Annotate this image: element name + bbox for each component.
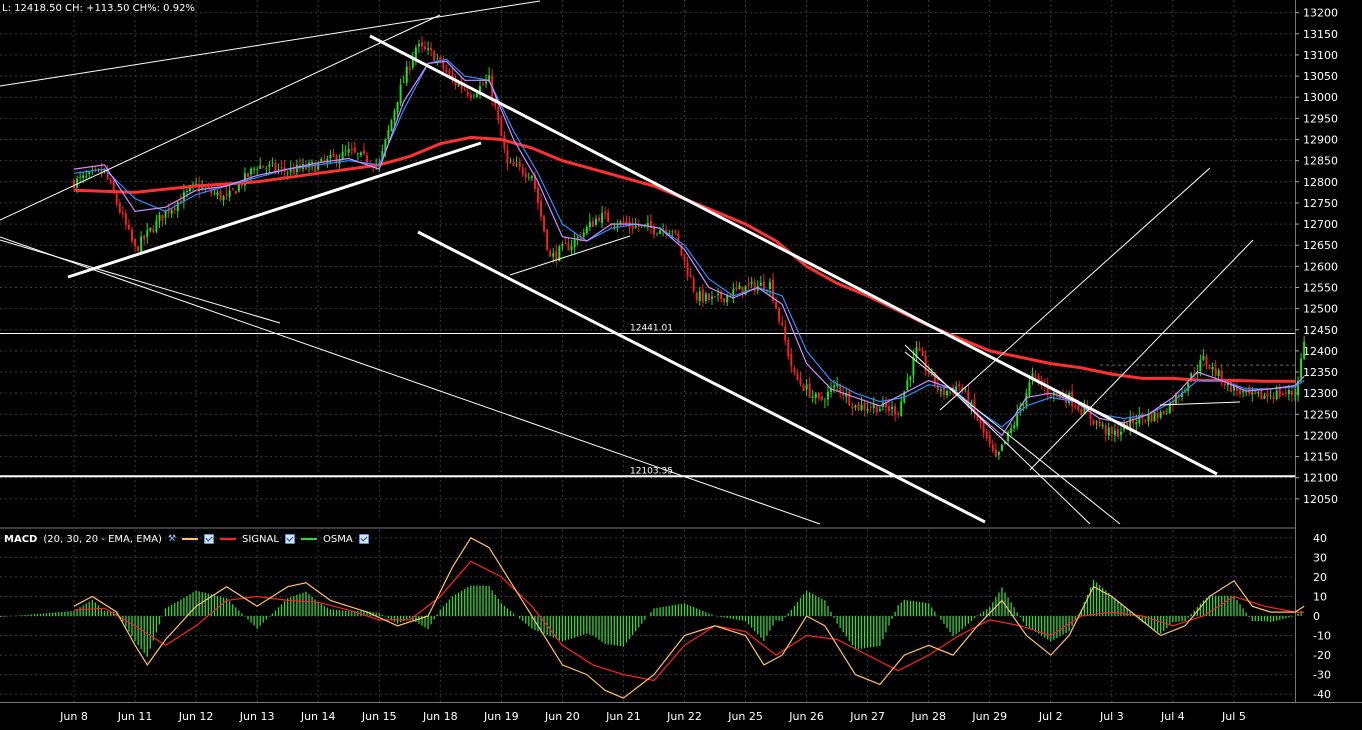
time-tick-label: Jun 29 (971, 710, 1007, 723)
trendline (904, 351, 1121, 525)
price-tick-label: 12800 (1303, 176, 1338, 189)
price-tick-label: 12350 (1303, 366, 1338, 379)
price-tick-label: 13000 (1303, 91, 1338, 104)
trendline (509, 235, 631, 276)
trendline (67, 141, 482, 279)
macd-tick-label: -40 (1313, 688, 1331, 701)
price-tick-label: 12200 (1303, 429, 1338, 442)
horizontal-level-label: 12441.01 (630, 324, 673, 334)
macd-tick-label: 10 (1313, 590, 1327, 603)
time-tick-label: Jun 22 (666, 710, 702, 723)
signal-label: SIGNAL (242, 533, 279, 545)
price-tick-label: 13050 (1303, 70, 1338, 83)
price-tick-label: 12100 (1303, 472, 1338, 485)
macd-line (73, 537, 1305, 699)
trendline (939, 167, 1211, 411)
trendline (1159, 401, 1241, 406)
price-tick-label: 12150 (1303, 451, 1338, 464)
macd-indicator-name[interactable]: MACD (4, 533, 38, 545)
time-tick-label: Jun 18 (422, 710, 458, 723)
time-tick-label: Jul 5 (1221, 710, 1246, 723)
price-tick-label: 12650 (1303, 239, 1338, 252)
ohlc-readout: L: 12418.50 CH: +113.50 CH%: 0.92% (2, 3, 195, 14)
trendline (0, 236, 821, 525)
macd-tick-label: 40 (1313, 532, 1327, 545)
time-tick-label: Jun 25 (727, 710, 763, 723)
price-tick-label: 12850 (1303, 155, 1338, 168)
trendline (1029, 239, 1254, 471)
time-tick-label: Jun 21 (605, 710, 641, 723)
time-tick-label: Jun 26 (788, 710, 824, 723)
wrench-icon[interactable]: ⚒ (167, 534, 177, 544)
time-tick-label: Jun 13 (239, 710, 275, 723)
trendline (0, 0, 541, 87)
time-tick-label: Jul 3 (1099, 710, 1124, 723)
horizontal-level-label: 12103.35 (630, 466, 673, 476)
signal-line (73, 560, 1305, 682)
ema-line-fast-violet (73, 60, 1305, 437)
trendline (417, 230, 986, 524)
price-tick-label: 13100 (1303, 49, 1338, 62)
price-tick-label: 12750 (1303, 197, 1338, 210)
macd-tick-label: -20 (1313, 649, 1331, 662)
price-tick-label: 12300 (1303, 387, 1338, 400)
trendline (369, 34, 1218, 476)
time-tick-label: Jun 27 (849, 710, 885, 723)
osma-label: OSMA (322, 533, 353, 545)
price-tick-label: 12600 (1303, 260, 1338, 273)
time-tick-label: Jun 11 (117, 710, 153, 723)
price-tick-label: 12450 (1303, 324, 1338, 337)
time-tick-label: Jun 8 (59, 710, 88, 723)
macd-tick-label: -30 (1313, 669, 1331, 682)
time-tick-label: Jul 4 (1160, 710, 1185, 723)
price-tick-label: 13150 (1303, 28, 1338, 41)
osma-histogram (0, 579, 1302, 657)
time-tick-label: Jun 12 (178, 710, 214, 723)
macd-legend: MACD (20, 30, 20 - EMA, EMA) ⚒ SIGNAL OS… (4, 533, 369, 545)
osma-swatch (300, 538, 317, 540)
trendline (904, 344, 1091, 525)
price-tick-label: 12550 (1303, 281, 1338, 294)
trendline (0, 14, 441, 221)
time-tick-label: Jun 14 (300, 710, 336, 723)
price-tick-label: 12500 (1303, 303, 1338, 316)
price-tick-label: 12900 (1303, 134, 1338, 147)
ema-line-fast-blue (73, 58, 1305, 428)
macd-tick-label: -10 (1313, 630, 1331, 643)
time-tick-label: Jun 28 (910, 710, 946, 723)
price-tick-label: 12400 (1303, 345, 1338, 358)
time-tick-label: Jun 20 (544, 710, 580, 723)
price-tick-label: 12250 (1303, 408, 1338, 421)
price-tick-label: 12950 (1303, 112, 1338, 125)
signal-line-swatch (220, 538, 237, 540)
signal-visible-checkbox[interactable] (284, 534, 295, 544)
macd-tick-label: 0 (1313, 610, 1320, 623)
macd-line-swatch (182, 538, 199, 540)
time-tick-label: Jul 2 (1038, 710, 1063, 723)
price-tick-label: 12700 (1303, 218, 1338, 231)
price-tick-label: 13200 (1303, 7, 1338, 20)
time-tick-label: Jun 19 (483, 710, 519, 723)
osma-visible-checkbox[interactable] (358, 534, 369, 544)
time-tick-label: Jun 15 (361, 710, 397, 723)
macd-visible-checkbox[interactable] (204, 534, 215, 544)
macd-tick-label: 30 (1313, 551, 1327, 564)
macd-params: (20, 30, 20 - EMA, EMA) (43, 533, 162, 545)
macd-tick-label: 20 (1313, 571, 1327, 584)
price-tick-label: 12050 (1303, 493, 1338, 506)
